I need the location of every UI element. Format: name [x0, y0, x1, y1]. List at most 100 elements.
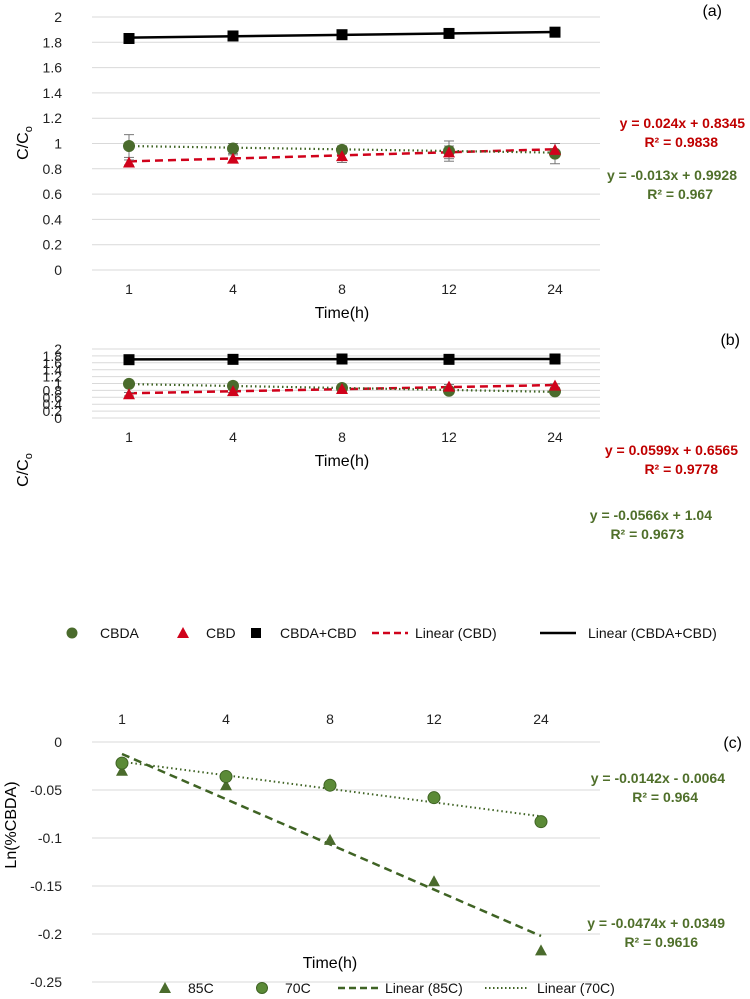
- y-tick-label: -0.25: [30, 974, 62, 990]
- legend-lin70-label: Linear (70C): [537, 980, 615, 996]
- panel-a-eq-cbda: y = -0.013x + 0.9928: [607, 167, 737, 183]
- panel-c: -0.25 -0.2 -0.15 -0.1 -0.05 0 1 4 8 12 24 (c) Tim…: [3, 711, 742, 990]
- x-tick-label: 12: [441, 429, 457, 445]
- y-tick-label: 0: [54, 262, 62, 278]
- point-s85: [428, 875, 440, 887]
- point-s70: [115, 756, 129, 770]
- panel-c-eq-85c: y = -0.0474x + 0.0349: [587, 915, 725, 931]
- panel-b-label: (b): [720, 332, 740, 349]
- y-tick-label: 1.8: [43, 34, 63, 50]
- legend-cbd-marker: [177, 627, 189, 638]
- x-tick-label: 8: [338, 281, 346, 297]
- panel-b-markers: [123, 353, 561, 400]
- panel-b-r2-cbd: R² = 0.9778: [644, 461, 718, 477]
- y-tick-label: 0.4: [43, 396, 63, 412]
- x-tick-label: 4: [222, 711, 230, 727]
- y-tick-label: 2: [54, 341, 62, 357]
- x-tick-label: 4: [229, 429, 237, 445]
- y-tick-label: 1: [54, 376, 62, 392]
- point-cbd: [227, 152, 239, 164]
- y-tick-label: 0: [54, 410, 62, 426]
- x-tick-label: 24: [547, 429, 563, 445]
- panel-a-trendlines: [128, 30, 556, 163]
- y-tick-label: 0.6: [43, 186, 63, 202]
- legend-bottom: 85C 70C Linear (85C) Linear (70C): [159, 980, 615, 996]
- panel-a: 00.20.40.60.811.21.41.61.82 1 4 8 12 24 (a) …: [15, 3, 745, 322]
- panel-c-ylabel: Ln(%CBDA): [3, 781, 20, 868]
- point-cbda-cbd: [549, 353, 561, 365]
- point-s85: [324, 833, 336, 845]
- y-tick-label: 1: [54, 136, 62, 152]
- panel-a-r2-cbd: R² = 0.9838: [644, 134, 718, 150]
- legend-70c-marker: [256, 982, 268, 994]
- panel-b-eq-cbda: y = -0.0566x + 1.04: [590, 507, 712, 523]
- point-s70: [219, 770, 233, 784]
- point-cbd: [443, 380, 455, 392]
- point-cbd: [123, 388, 135, 400]
- x-tick-label: 24: [533, 711, 549, 727]
- panel-b-r2-cbda: R² = 0.9673: [610, 526, 684, 542]
- panel-a-markers: [123, 26, 561, 168]
- y-tick-label: 0.4: [43, 211, 63, 227]
- panel-b-x-ticks: 1 4 8 12 24: [125, 429, 563, 445]
- legend-cbda-marker: [66, 627, 78, 639]
- trendline-s70: [121, 760, 542, 818]
- point-s70: [323, 778, 337, 792]
- panel-c-xlabel: Time(h): [303, 955, 358, 972]
- y-tick-label: 1.2: [43, 110, 63, 126]
- point-cbd: [549, 143, 561, 155]
- panel-b-y-ticks: 00.20.40.60.811.21.41.61.82: [43, 341, 63, 426]
- panel-c-y-ticks: -0.25 -0.2 -0.15 -0.1 -0.05 0: [30, 734, 62, 990]
- point-cbda-cbd: [336, 353, 348, 365]
- point-s70: [534, 815, 548, 829]
- panel-b-xlabel: Time(h): [315, 453, 370, 470]
- panel-c-markers: [115, 756, 548, 956]
- panel-c-r2-85c: R² = 0.9616: [624, 934, 698, 950]
- point-cbd: [443, 146, 455, 158]
- legend-top: CBDA CBD CBDA+CBD Linear (CBD) Linear (C…: [66, 625, 717, 641]
- x-tick-label: 24: [547, 281, 563, 297]
- x-tick-label: 1: [125, 429, 133, 445]
- panel-a-gridlines: [92, 16, 600, 271]
- panel-c-r2-70c: R² = 0.964: [632, 789, 698, 805]
- legend-70c-label: 70C: [285, 980, 311, 996]
- legend-cbd-label: CBD: [206, 625, 236, 641]
- y-tick-label: 1.2: [43, 369, 63, 385]
- y-tick-label: 0.2: [43, 237, 63, 253]
- y-tick-label: -0.15: [30, 878, 62, 894]
- point-cbda: [336, 143, 348, 156]
- legend-cbda-label: CBDA: [100, 625, 140, 641]
- panel-b-gridlines: [92, 348, 600, 419]
- panel-a-xlabel: Time(h): [315, 305, 370, 322]
- point-cbda-cbd: [336, 29, 348, 41]
- panel-a-y-ticks: 0 0.2 0.4 0.6 0.8 1 1.2 1.4 1.6 1.8 2: [43, 9, 63, 278]
- point-cbda: [123, 140, 135, 153]
- y-tick-label: 0.8: [43, 382, 63, 398]
- point-s70: [427, 791, 441, 805]
- point-s85: [116, 764, 128, 776]
- trendline-s85: [121, 752, 542, 938]
- y-tick-label: -0.05: [30, 782, 62, 798]
- y-tick-label: 0.8: [43, 161, 63, 177]
- x-tick-label: 4: [229, 281, 237, 297]
- point-cbda-cbd: [227, 353, 239, 365]
- panel-c-eq-70c: y = -0.0142x - 0.0064: [591, 770, 725, 786]
- point-cbd: [336, 150, 348, 162]
- x-tick-label: 1: [118, 711, 126, 727]
- panel-b: 00.20.40.60.811.21.41.61.82 1 4 8 12 24 (b) …: [15, 332, 740, 542]
- y-tick-label: 0: [54, 734, 62, 750]
- point-cbda-cbd: [123, 33, 135, 45]
- legend-sum-marker: [251, 628, 261, 638]
- y-tick-label: 1.4: [43, 362, 63, 378]
- panel-b-eq-cbd: y = 0.0599x + 0.6565: [605, 442, 738, 458]
- point-cbda-cbd: [549, 26, 561, 38]
- legend-sum-label: CBDA+CBD: [280, 625, 357, 641]
- y-tick-label: 1.8: [43, 348, 63, 364]
- panel-a-r2-cbda: R² = 0.967: [647, 186, 713, 202]
- point-cbda-cbd: [227, 30, 239, 42]
- x-tick-label: 8: [338, 429, 346, 445]
- point-cbda: [123, 377, 135, 390]
- panel-a-ylabel-group: C/Co: [15, 126, 35, 160]
- y-tick-label: -0.1: [38, 830, 62, 846]
